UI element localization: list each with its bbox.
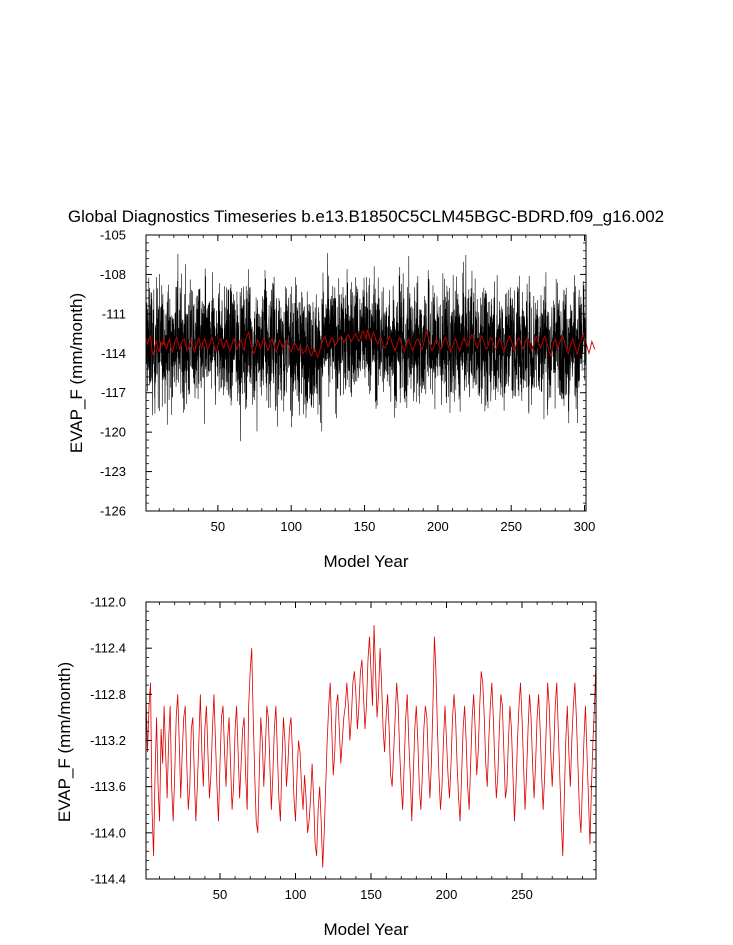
bottom-x-tick-label: 250 [511,887,533,902]
bottom-plot-frame [145,601,597,880]
bottom-x-tick-label: 200 [436,887,458,902]
top-y-tick-label: -123 [100,464,126,479]
bottom-y-tick-labels: -114.4 -114.0 -113.6 -113.2 -112.8 -112.4 -112… [90,595,126,887]
bottom-y-tick-label: -113.2 [90,733,126,748]
chart-title: Global Diagnostics Timeseries b.e13.B185… [68,207,664,226]
bottom-annual-mean-series [145,625,597,868]
top-y-tick-label: -117 [101,385,126,400]
top-y-tick-label: -114 [101,346,126,361]
top-x-tick-label: 300 [574,519,596,534]
annual-mean-line [145,329,596,359]
top-y-tick-label: -111 [102,306,126,321]
bottom-y-tick-label: -112.8 [90,687,126,702]
top-x-tick-label: 200 [427,519,449,534]
bottom-y-tick-label: -112.0 [90,595,126,610]
monthly-series [145,253,587,442]
bottom-x-tick-label: 50 [213,887,227,902]
top-x-tick-label: 150 [354,519,376,534]
bottom-y-tick-label: -114.4 [90,872,126,887]
top-x-tick-label: 250 [500,519,522,534]
top-y-tick-labels: -126 -123 -120 -117 -114 -111 -108 -105 [100,228,126,519]
top-x-tick-label: 100 [280,519,302,534]
top-y-tick-label: -105 [100,228,126,243]
bottom-panel: -114.4 -114.0 -113.6 -113.2 -112.8 -112.4 -112… [55,595,597,939]
bottom-ticks [146,601,596,880]
bottom-y-axis-label: EVAP_F (mm/month) [55,662,74,822]
bottom-y-tick-label: -113.6 [90,779,126,794]
top-plot-frame [145,234,587,512]
bottom-y-tick-label: -112.4 [90,641,126,656]
bottom-x-axis-label: Model Year [323,920,408,939]
top-y-tick-label: -120 [100,425,126,440]
bottom-x-tick-labels: 50 100 150 200 250 [213,887,533,902]
top-x-axis-label: Model Year [323,552,408,571]
monthly-series-line [145,253,587,442]
bottom-y-tick-label: -114.0 [90,825,126,840]
top-x-tick-label: 50 [211,519,225,534]
top-x-tick-labels: 50 100 150 200 250 300 [211,519,596,534]
top-panel: Global Diagnostics Timeseries b.e13.B185… [67,207,664,571]
bottom-annual-mean-line [145,625,597,868]
annual-mean-series [145,329,596,359]
top-ticks [146,234,586,512]
bottom-x-tick-label: 100 [285,887,307,902]
bottom-x-tick-label: 150 [360,887,382,902]
top-y-tick-label: -108 [100,267,126,282]
top-y-axis-label: EVAP_F (mm/month) [67,293,86,453]
top-y-tick-label: -126 [100,504,126,519]
